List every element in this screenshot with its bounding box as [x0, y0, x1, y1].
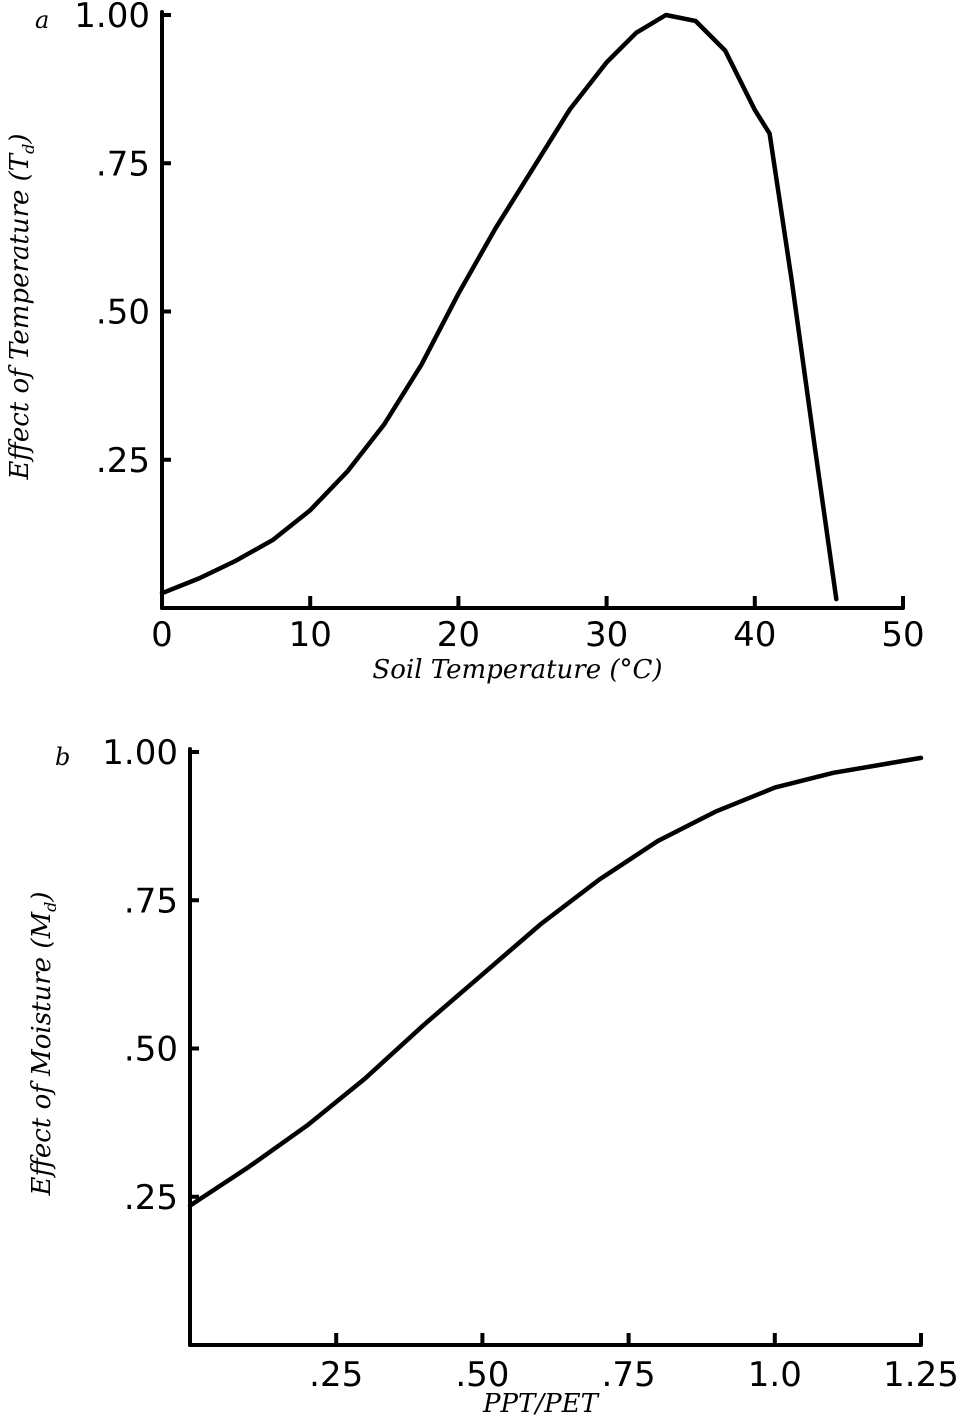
x-tick-label: 10	[289, 615, 332, 655]
y-tick-label: .25	[96, 441, 150, 481]
y-tick-label: .50	[124, 1030, 178, 1070]
y-axis-title: Effect of Temperature (Td)	[5, 133, 38, 480]
chart-panel-b: .25 .50 .75 1.00 .25 .50 .75 1.0 1.25 b PPT/PET Eff…	[27, 733, 959, 1419]
x-tick-label: 40	[733, 615, 776, 655]
x-tick-label: 30	[585, 615, 628, 655]
x-axis-title: PPT/PET	[482, 1389, 600, 1419]
x-tick-label: .50	[455, 1355, 509, 1395]
panel-label: b	[55, 743, 70, 771]
x-tick-label: .75	[602, 1355, 656, 1395]
x-axis-title: Soil Temperature (°C)	[372, 655, 662, 685]
y-tick-label: 1.00	[74, 0, 150, 36]
y-tick-label: .75	[124, 881, 178, 921]
x-tick-label: .25	[309, 1355, 363, 1395]
x-tick-label: 1.0	[748, 1355, 802, 1395]
chart-panel-a: .25 .50 .75 1.00 0 10 20 30 40 50 a Soil Temperatur…	[5, 0, 925, 685]
x-tick-label: 0	[151, 615, 173, 655]
series-line	[187, 755, 924, 1208]
y-tick-label: .50	[96, 293, 150, 333]
y-tick-label: .25	[124, 1178, 178, 1218]
y-tick-label: .75	[96, 144, 150, 184]
y-tick-label: 1.00	[102, 733, 178, 773]
panel-label: a	[35, 6, 49, 34]
x-tick-label: 50	[881, 615, 924, 655]
series-line	[159, 12, 839, 602]
x-tick-label: 20	[437, 615, 480, 655]
y-axis-title: Effect of Moisture (Md)	[27, 892, 60, 1197]
x-tick-label: 1.25	[883, 1355, 959, 1395]
